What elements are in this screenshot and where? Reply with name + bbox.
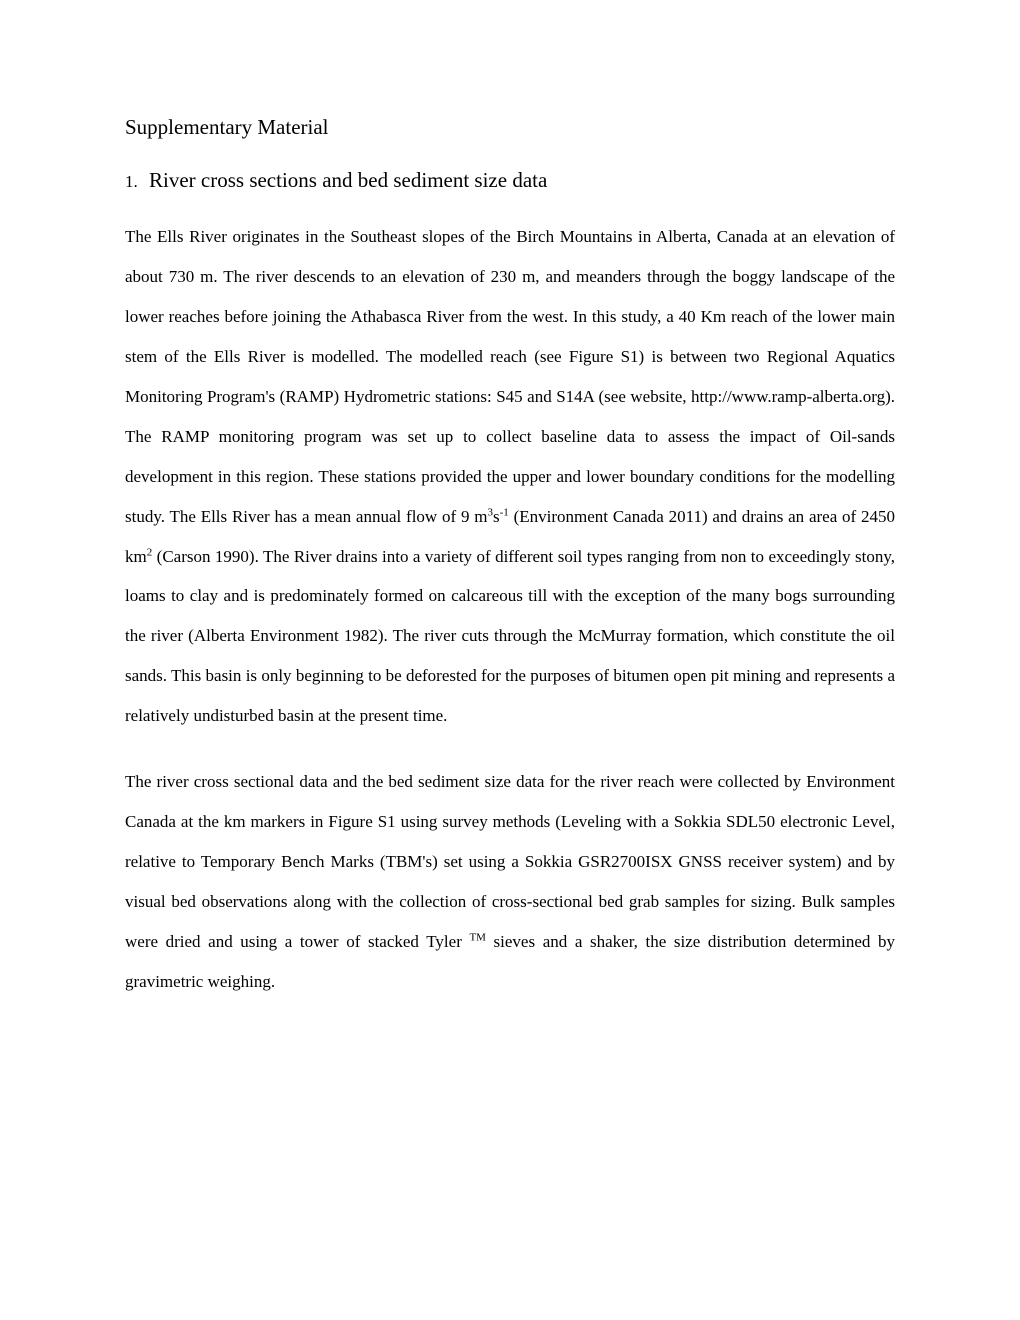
section-heading-text: River cross sections and bed sediment si…: [149, 168, 547, 192]
section-heading: 1. River cross sections and bed sediment…: [125, 168, 895, 193]
paragraph-1-text-1: The Ells River originates in the Southea…: [125, 227, 895, 526]
superscript-2: -1: [500, 506, 509, 518]
paragraph-1-text-2: s: [493, 507, 500, 526]
page-title: Supplementary Material: [125, 115, 895, 140]
paragraph-1: The Ells River originates in the Southea…: [125, 217, 895, 736]
paragraph-2: The river cross sectional data and the b…: [125, 762, 895, 1002]
section-number: 1.: [125, 172, 138, 191]
paragraph-1-text-4: (Carson 1990). The River drains into a v…: [125, 547, 895, 726]
paragraph-2-text-1: The river cross sectional data and the b…: [125, 772, 895, 951]
superscript-tm: TM: [469, 931, 486, 943]
